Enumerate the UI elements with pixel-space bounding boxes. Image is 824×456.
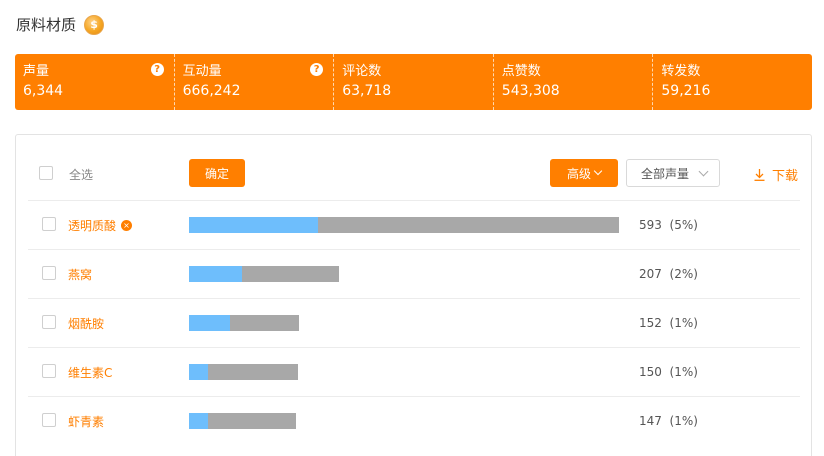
stat-2: 评论数 63,718 <box>333 54 493 110</box>
item-label-link[interactable]: 燕窝 <box>68 266 92 283</box>
volume-bar <box>189 217 619 233</box>
download-button[interactable]: 下载 <box>754 165 798 184</box>
item-value: 147 <box>639 414 662 428</box>
item-count: 152 (1%) <box>639 316 698 330</box>
advanced-button[interactable]: 高级 <box>550 159 618 187</box>
advanced-button-label: 高级 <box>566 166 591 181</box>
item-checkbox[interactable] <box>42 413 56 427</box>
list-item: 虾青素 147 (1%) <box>28 396 800 445</box>
stat-0: 声量 6,344? <box>15 54 174 110</box>
item-count: 207 (2%) <box>639 267 698 281</box>
download-label: 下载 <box>772 169 799 184</box>
stat-label: 点赞数 <box>501 64 541 79</box>
list-item: 透明质酸 × 593 (5%) <box>28 200 800 249</box>
item-count: 593 (5%) <box>639 218 698 232</box>
item-percent: (2%) <box>669 267 698 281</box>
dropdown-value: 全部声量 <box>641 166 690 181</box>
item-percent: (5%) <box>669 218 698 232</box>
stat-3: 点赞数 543,308 <box>492 54 653 110</box>
remove-icon[interactable]: × <box>121 220 133 231</box>
chevron-down-icon <box>593 166 603 176</box>
help-icon[interactable]: ? <box>310 63 324 76</box>
item-label-link[interactable]: 透明质酸 × <box>68 217 133 234</box>
item-percent: (1%) <box>669 365 698 379</box>
item-label: 维生素C <box>68 366 113 380</box>
volume-filter-dropdown[interactable]: 全部声量 <box>626 159 720 187</box>
volume-bar-fill <box>189 315 230 331</box>
volume-bar <box>189 266 339 282</box>
volume-bar-fill <box>189 217 318 233</box>
chevron-down-icon <box>698 166 709 177</box>
stat-label: 声量 <box>23 64 50 79</box>
volume-bar <box>189 364 298 380</box>
item-count: 150 (1%) <box>639 365 698 379</box>
item-label: 透明质酸 <box>68 219 117 233</box>
list-item: 烟酰胺 152 (1%) <box>28 298 800 347</box>
stats-bar: 声量 6,344? 互动量 666,242? 评论数 63,718 点赞数 543,308 转发… <box>15 54 812 110</box>
item-count: 147 (1%) <box>639 414 698 428</box>
stat-1: 互动量 666,242? <box>173 54 334 110</box>
item-label: 烟酰胺 <box>68 317 105 331</box>
volume-bar-fill <box>189 266 242 282</box>
section-header: 原料材质 $ <box>16 14 105 35</box>
item-label: 虾青素 <box>68 415 105 429</box>
item-label: 燕窝 <box>68 268 93 282</box>
item-value: 152 <box>639 316 662 330</box>
volume-bar <box>189 413 296 429</box>
stat-label: 转发数 <box>661 64 701 79</box>
stat-value: 59,216 <box>661 83 711 99</box>
ingredient-panel: 全选 确定 高级 全部声量 下载 透明质酸 × 593 (5%) 燕窝 207 (2%)… <box>15 134 812 456</box>
stat-4: 转发数 59,216 <box>652 54 812 110</box>
volume-bar-fill <box>189 413 208 429</box>
ingredient-list: 透明质酸 × 593 (5%) 燕窝 207 (2%) 烟酰胺 152 (1%) 维生素C 15… <box>28 200 800 445</box>
stat-value: 543,308 <box>501 83 560 99</box>
select-all-checkbox[interactable] <box>39 166 53 180</box>
volume-bar-fill <box>189 364 208 380</box>
item-percent: (1%) <box>669 316 698 330</box>
help-icon[interactable]: ? <box>150 63 164 76</box>
item-label-link[interactable]: 维生素C <box>68 364 112 381</box>
item-value: 593 <box>639 218 662 232</box>
stat-value: 666,242 <box>182 83 241 99</box>
item-label-link[interactable]: 虾青素 <box>68 413 104 430</box>
download-icon <box>754 168 765 181</box>
item-checkbox[interactable] <box>42 217 56 231</box>
page-title: 原料材质 <box>16 16 77 34</box>
item-label-link[interactable]: 烟酰胺 <box>68 315 104 332</box>
stat-label: 评论数 <box>342 64 382 79</box>
coin-icon: $ <box>84 14 105 35</box>
volume-bar <box>189 315 299 331</box>
list-item: 燕窝 207 (2%) <box>28 249 800 298</box>
select-all-label: 全选 <box>69 168 94 182</box>
stat-value: 63,718 <box>342 83 392 99</box>
item-percent: (1%) <box>669 414 698 428</box>
item-checkbox[interactable] <box>42 315 56 329</box>
panel-toolbar: 全选 确定 高级 全部声量 下载 <box>16 135 811 200</box>
stat-label: 互动量 <box>182 64 222 79</box>
stat-value: 6,344 <box>23 83 64 99</box>
item-value: 207 <box>639 267 662 281</box>
list-item: 维生素C 150 (1%) <box>28 347 800 396</box>
item-checkbox[interactable] <box>42 266 56 280</box>
confirm-button[interactable]: 确定 <box>189 159 245 187</box>
item-value: 150 <box>639 365 662 379</box>
item-checkbox[interactable] <box>42 364 56 378</box>
